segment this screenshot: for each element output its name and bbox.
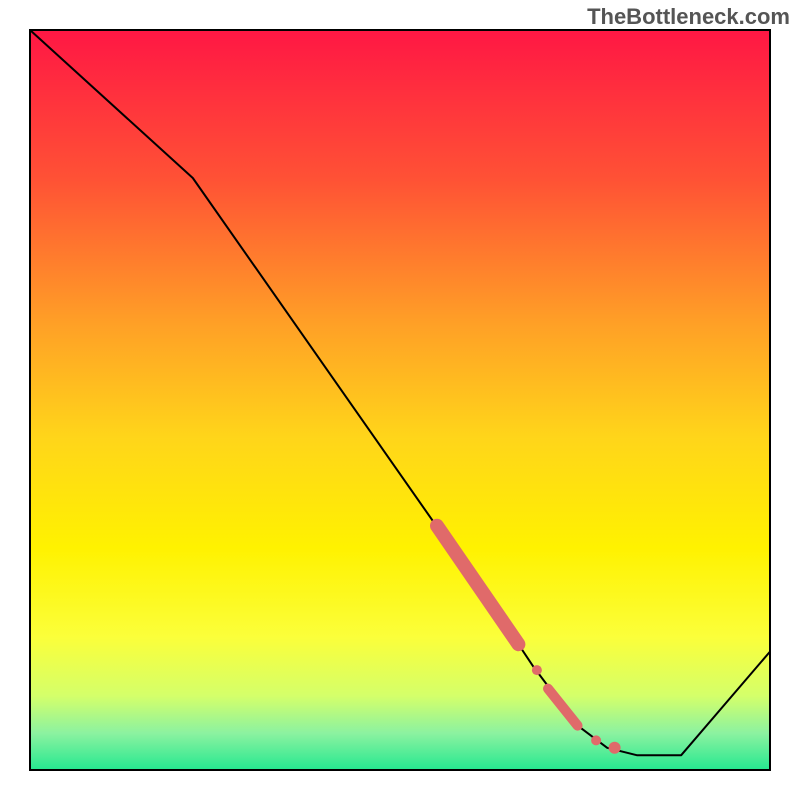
highlight-dot bbox=[609, 742, 621, 754]
highlight-dot bbox=[591, 735, 601, 745]
plot-background bbox=[30, 30, 770, 770]
bottleneck-chart-container: TheBottleneck.com bbox=[0, 0, 800, 800]
bottleneck-chart-svg bbox=[0, 0, 800, 800]
highlight-dot bbox=[532, 665, 542, 675]
